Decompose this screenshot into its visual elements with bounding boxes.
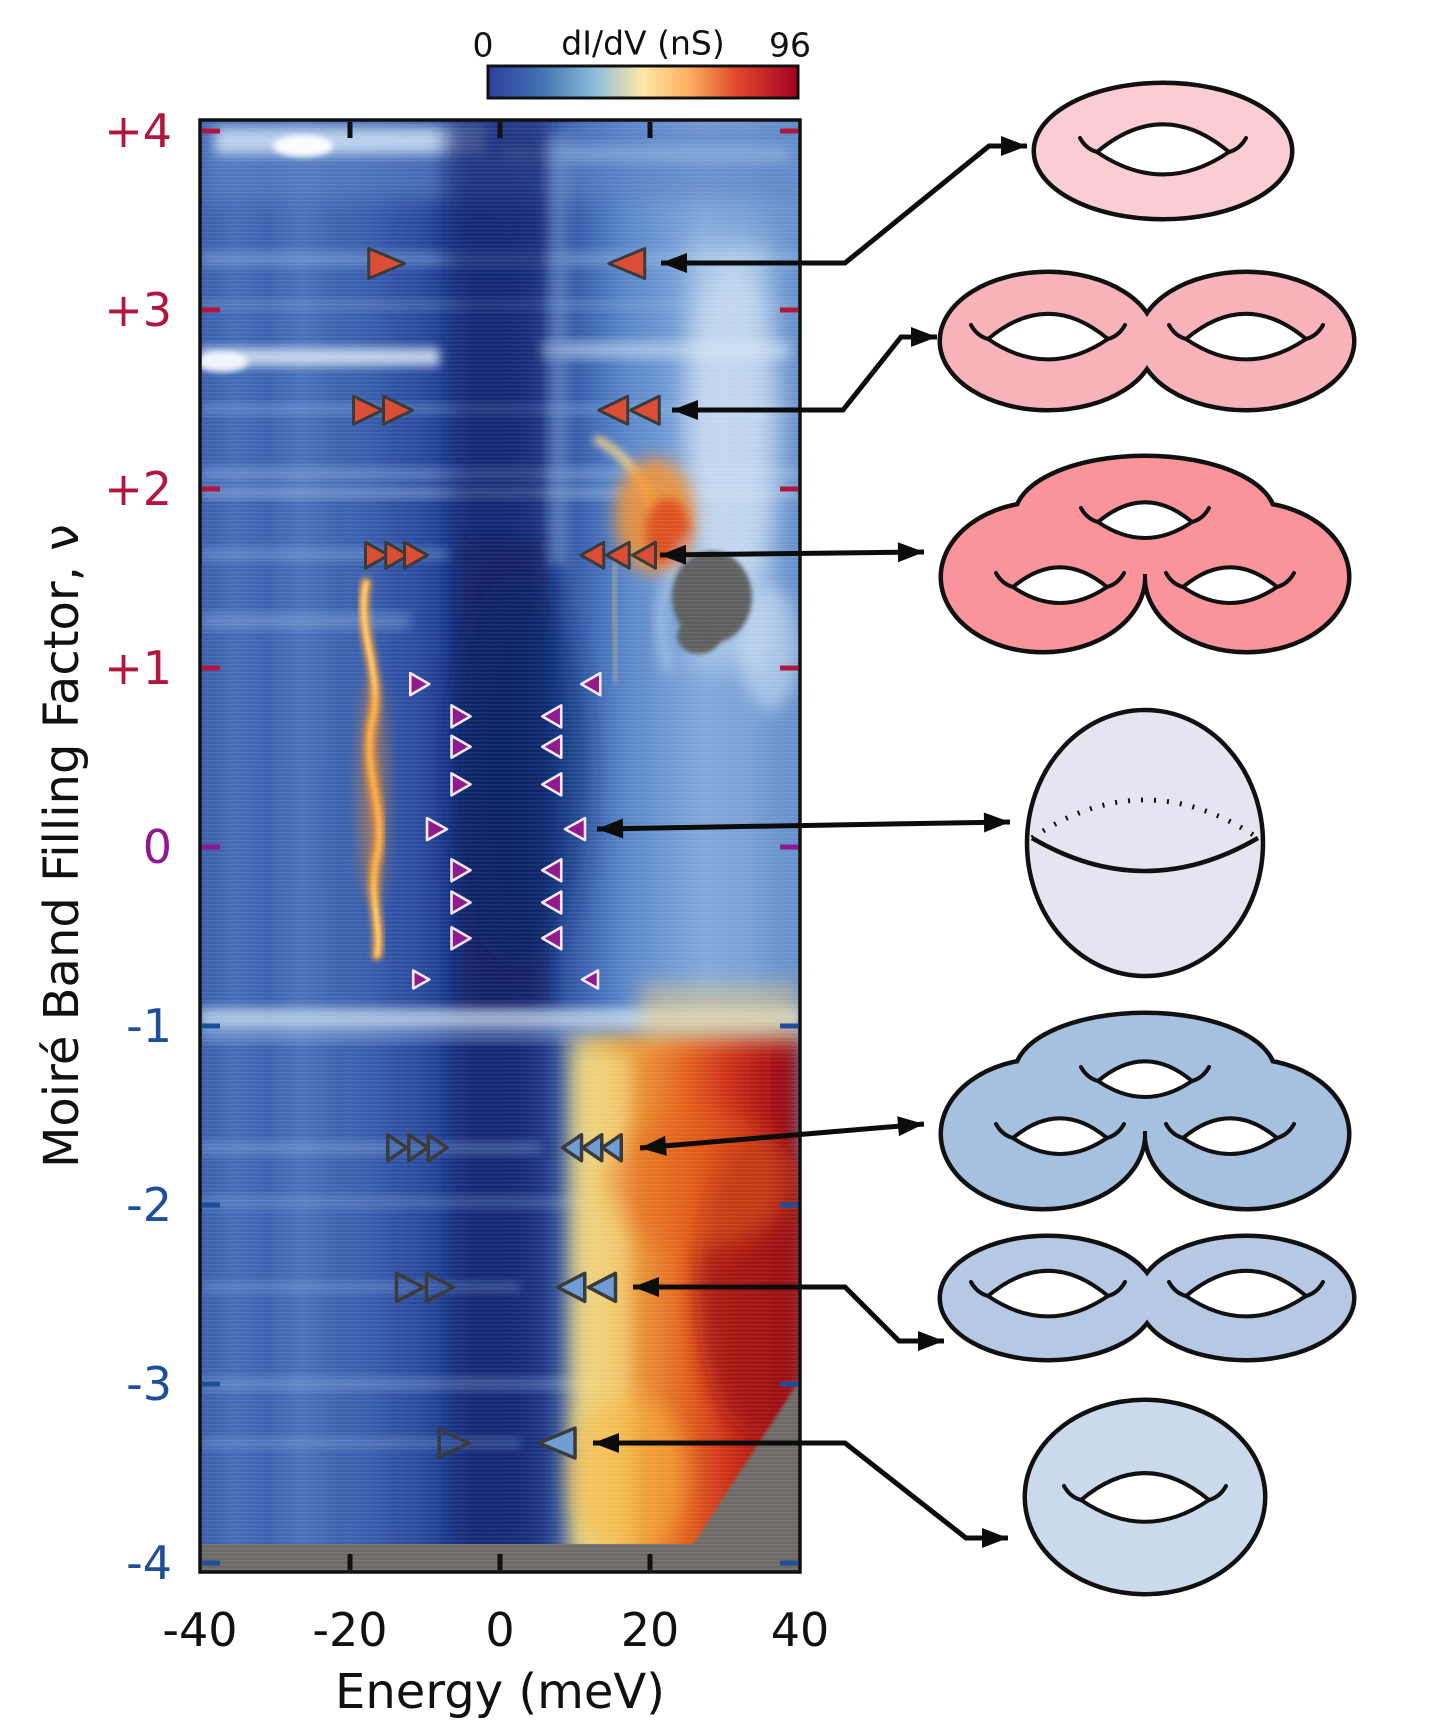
- annotation-arrow: [596, 819, 1011, 832]
- marker-triangle-left: [607, 246, 647, 280]
- sphere-equator-back: [1030, 797, 1260, 841]
- marker-triangle-left: [556, 1271, 587, 1304]
- x-tick-label: 0: [485, 1603, 515, 1657]
- marker-triangle-left: [580, 969, 600, 990]
- marker-triangle-left: [540, 925, 563, 951]
- marker-triangle-left: [586, 1271, 618, 1304]
- marker-triangle-right: [450, 734, 472, 760]
- marker-triangle-left: [540, 734, 563, 760]
- marker-triangle-left: [537, 1426, 577, 1460]
- y-tick-label: -2: [126, 1178, 172, 1232]
- marker-triangle-left: [540, 857, 563, 883]
- marker-triangle-right: [450, 890, 472, 915]
- x-tick-label: 40: [770, 1603, 830, 1657]
- colorbar: [486, 64, 800, 100]
- y-tick-label: -1: [126, 999, 172, 1053]
- marker-triangle-left: [597, 394, 630, 426]
- marker-triangle-left: [604, 540, 631, 570]
- band-edge-markers: [352, 246, 661, 1460]
- x-tick-label: 20: [620, 1603, 680, 1657]
- y-tick-label: +3: [104, 283, 172, 337]
- surface-torus-genus-3-blue: [938, 1010, 1352, 1212]
- surface-torus-genus-3-pink: [938, 453, 1352, 655]
- marker-triangle-left: [579, 671, 602, 697]
- annotation-arrow: [639, 1121, 925, 1151]
- sphere-equator-front: [1030, 836, 1260, 874]
- marker-triangle-left: [540, 890, 563, 915]
- annotation-arrow: [659, 549, 925, 558]
- axis-ticks: [202, 122, 798, 1570]
- marker-triangle-right: [367, 246, 407, 280]
- colorbar-min-label: 0: [472, 25, 494, 65]
- marker-triangle-right: [364, 540, 390, 570]
- marker-triangle-left: [563, 816, 587, 842]
- marker-triangle-right: [408, 671, 431, 697]
- y-tick-label: 0: [142, 820, 172, 874]
- marker-triangle-right: [450, 772, 472, 797]
- heatmap: [200, 120, 800, 1572]
- marker-triangle-right: [407, 1132, 430, 1163]
- surface-torus-genus-2-pink: [937, 269, 1357, 413]
- marker-triangle-right: [437, 1427, 471, 1459]
- marker-triangle-right: [450, 704, 472, 729]
- marker-triangle-left: [628, 394, 661, 426]
- marker-triangle-right: [424, 1271, 456, 1304]
- marker-triangle-right: [450, 925, 472, 951]
- marker-triangle-right: [382, 394, 414, 426]
- marker-triangle-left: [600, 1132, 623, 1163]
- marker-triangle-right: [450, 857, 472, 883]
- marker-triangle-left: [540, 772, 563, 797]
- y-tick-label: -3: [126, 1357, 172, 1411]
- annotation-arrows: [593, 136, 1027, 1548]
- marker-triangle-left: [631, 540, 657, 570]
- topology-surfaces: [937, 80, 1357, 1597]
- colorbar-title: dI/dV (nS): [561, 23, 725, 63]
- x-axis-title: Energy (meV): [335, 1664, 665, 1720]
- surface-sphere: [1024, 707, 1266, 979]
- y-tick-label: +2: [104, 462, 172, 516]
- marker-triangle-left: [579, 540, 606, 570]
- colorbar-max-label: 96: [769, 25, 811, 65]
- marker-triangle-right: [425, 816, 449, 842]
- y-tick-label: +1: [104, 641, 172, 695]
- marker-triangle-right: [426, 1132, 449, 1163]
- marker-triangle-right: [394, 1271, 426, 1304]
- marker-triangle-left: [540, 704, 563, 729]
- x-tick-label: -40: [162, 1603, 238, 1657]
- marker-triangle-right: [384, 540, 411, 570]
- x-tick-label: -20: [312, 1603, 388, 1657]
- surface-torus-genus-1-pink: [1031, 80, 1295, 222]
- surface-torus-genus-1-blue: [1022, 1397, 1268, 1597]
- plot-frame: [198, 118, 802, 1574]
- surface-torus-genus-2-blue: [937, 1233, 1357, 1363]
- marker-triangle-right: [352, 394, 384, 426]
- marker-triangle-right: [403, 540, 429, 570]
- y-tick-label: -4: [126, 1536, 172, 1590]
- marker-triangle-right: [386, 1132, 409, 1163]
- marker-triangle-right: [411, 969, 431, 990]
- y-tick-label: +4: [104, 104, 172, 158]
